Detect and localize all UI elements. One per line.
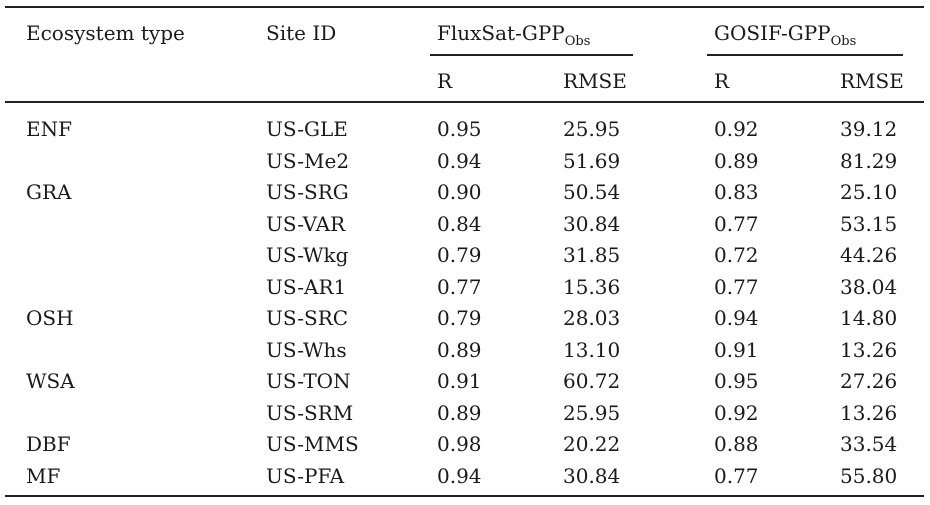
header-site-id: Site ID xyxy=(266,21,337,45)
header-fluxsat-main: FluxSat-GPP xyxy=(437,21,565,45)
cell-fluxsat-r: 0.89 xyxy=(437,400,482,425)
cell-fluxsat-r: 0.94 xyxy=(437,148,482,173)
cell-site-id: US-VAR xyxy=(266,211,346,236)
cell-gosif-rmse: 81.29 xyxy=(840,148,898,173)
cell-ecosystem-type: ENF xyxy=(26,117,72,141)
cell-ecosystem-type: DBF xyxy=(26,432,71,456)
cell-gosif-r: 0.77 xyxy=(714,463,759,488)
cell-fluxsat-rmse: 25.95 xyxy=(563,400,621,425)
cell-site-id: US-TON xyxy=(266,369,351,393)
header-rule xyxy=(5,101,924,103)
cell-site-id: US-SRC xyxy=(266,306,349,330)
cell-gosif-r: 0.88 xyxy=(714,432,759,456)
cell-fluxsat-rmse: 30.84 xyxy=(563,463,621,488)
cell-gosif-r: 0.72 xyxy=(714,243,759,267)
cell-fluxsat-rmse: 50.54 xyxy=(563,180,621,204)
cell-gosif-rmse: 13.26 xyxy=(840,400,898,425)
cell-fluxsat-r: 0.98 xyxy=(437,432,482,456)
cell-fluxsat-r: 0.77 xyxy=(437,274,482,299)
cell-gosif-rmse: 53.15 xyxy=(840,211,898,236)
cell-gosif-rmse: 55.80 xyxy=(840,463,898,488)
cell-gosif-r: 0.77 xyxy=(714,211,759,236)
cell-site-id: US-GLE xyxy=(266,117,348,141)
fluxsat-group-rule xyxy=(430,54,633,56)
cell-site-id: US-AR1 xyxy=(266,274,347,299)
cell-gosif-rmse: 25.10 xyxy=(840,180,898,204)
cell-gosif-r: 0.77 xyxy=(714,274,759,299)
cell-gosif-r: 0.92 xyxy=(714,400,759,425)
cell-gosif-rmse: 38.04 xyxy=(840,274,898,299)
cell-fluxsat-r: 0.91 xyxy=(437,369,482,393)
cell-fluxsat-rmse: 28.03 xyxy=(563,306,621,330)
header-fluxsat-r: R xyxy=(437,69,453,93)
cell-fluxsat-r: 0.79 xyxy=(437,306,482,330)
cell-gosif-r: 0.89 xyxy=(714,148,759,173)
cell-ecosystem-type: MF xyxy=(26,463,61,488)
header-gosif-subscript: Obs xyxy=(830,34,857,49)
top-rule xyxy=(5,6,924,8)
cell-site-id: US-Whs xyxy=(266,337,347,362)
cell-gosif-r: 0.95 xyxy=(714,369,759,393)
cell-fluxsat-r: 0.90 xyxy=(437,180,482,204)
cell-fluxsat-r: 0.84 xyxy=(437,211,482,236)
bottom-rule xyxy=(5,495,924,497)
cell-fluxsat-r: 0.94 xyxy=(437,463,482,488)
header-ecosystem-type: Ecosystem type xyxy=(26,21,185,45)
cell-gosif-r: 0.94 xyxy=(714,306,759,330)
cell-ecosystem-type: WSA xyxy=(26,369,75,393)
cell-site-id: US-Me2 xyxy=(266,148,350,173)
cell-fluxsat-rmse: 31.85 xyxy=(563,243,621,267)
cell-fluxsat-rmse: 60.72 xyxy=(563,369,621,393)
header-gosif-main: GOSIF-GPP xyxy=(714,21,831,45)
header-gosif-rmse: RMSE xyxy=(840,69,904,93)
cell-gosif-rmse: 14.80 xyxy=(840,306,898,330)
cell-gosif-rmse: 39.12 xyxy=(840,117,898,141)
cell-fluxsat-rmse: 13.10 xyxy=(563,337,621,362)
header-fluxsat-gpp: FluxSat-GPPObs xyxy=(437,21,590,48)
cell-gosif-rmse: 44.26 xyxy=(840,243,898,267)
cell-site-id: US-PFA xyxy=(266,463,345,488)
cell-fluxsat-rmse: 20.22 xyxy=(563,432,621,456)
cell-fluxsat-r: 0.79 xyxy=(437,243,482,267)
cell-fluxsat-rmse: 30.84 xyxy=(563,211,621,236)
cell-site-id: US-Wkg xyxy=(266,243,349,267)
cell-site-id: US-SRM xyxy=(266,400,354,425)
header-gosif-r: R xyxy=(714,69,730,93)
header-fluxsat-subscript: Obs xyxy=(564,34,591,49)
cell-site-id: US-SRG xyxy=(266,180,349,204)
cell-fluxsat-r: 0.95 xyxy=(437,117,482,141)
cell-fluxsat-rmse: 25.95 xyxy=(563,117,621,141)
cell-gosif-rmse: 13.26 xyxy=(840,337,898,362)
cell-fluxsat-r: 0.89 xyxy=(437,337,482,362)
gosif-group-rule xyxy=(707,54,903,56)
cell-fluxsat-rmse: 51.69 xyxy=(563,148,621,173)
cell-gosif-r: 0.91 xyxy=(714,337,759,362)
header-gosif-gpp: GOSIF-GPPObs xyxy=(714,21,856,48)
cell-gosif-r: 0.83 xyxy=(714,180,759,204)
cell-ecosystem-type: GRA xyxy=(26,180,72,204)
cell-gosif-r: 0.92 xyxy=(714,117,759,141)
cell-site-id: US-MMS xyxy=(266,432,359,456)
cell-gosif-rmse: 33.54 xyxy=(840,432,898,456)
header-fluxsat-rmse: RMSE xyxy=(563,69,627,93)
cell-ecosystem-type: OSH xyxy=(26,306,74,330)
cell-gosif-rmse: 27.26 xyxy=(840,369,898,393)
cell-fluxsat-rmse: 15.36 xyxy=(563,274,621,299)
